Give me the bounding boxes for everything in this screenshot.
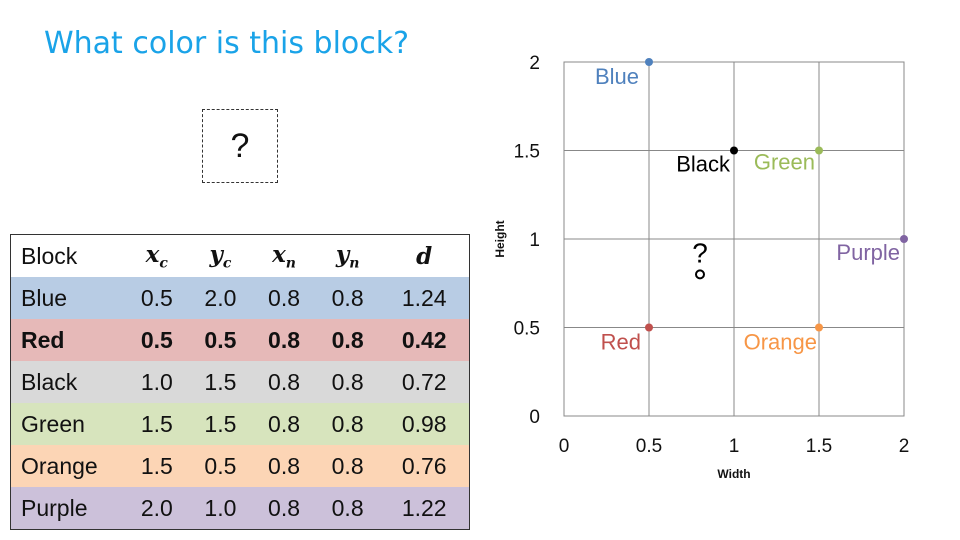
table-cell-yc: 0.5	[204, 452, 237, 479]
data-point	[730, 146, 738, 155]
data-point	[900, 235, 908, 243]
x-axis-label: Width	[717, 467, 750, 481]
table-row: Red 0.5 0.5 0.8 0.8 0.42	[10, 319, 470, 361]
table-cell-d: 1.22	[401, 494, 447, 521]
table-header-cell: yn	[315, 234, 380, 277]
data-point	[645, 323, 653, 332]
point-label: Black	[676, 152, 731, 177]
table-row: Green 1.5 1.5 0.8 0.8 0.98	[10, 403, 470, 445]
table-cell-yn: 0.8	[331, 452, 364, 479]
table-header-row: Block xc yc xn yn d	[10, 234, 470, 277]
table-header-cell: xc	[125, 234, 189, 277]
header-subscript: n	[349, 255, 360, 272]
y-tick-label: 1.5	[514, 142, 540, 163]
unknown-block-label: ?	[230, 126, 250, 165]
distance-table: Block xc yc xn yn d Blue 0.5 2.0 0.8 0.8 1.24 Red 0.…	[10, 234, 470, 530]
table-body: Blue 0.5 2.0 0.8 0.8 1.24 Red 0.5 0.5 0.8 0.8 0.42 B…	[10, 277, 470, 530]
table-cell-yn: 0.8	[331, 284, 364, 311]
table-cell-block: Black	[21, 368, 78, 395]
table-cell-d: 0.42	[401, 326, 447, 353]
table-cell-xc: 0.5	[140, 284, 173, 311]
table-cell-d: 0.76	[401, 452, 447, 479]
table-header-cell: Block	[10, 234, 125, 277]
table-cell-yn: 0.8	[331, 368, 364, 395]
header-subscript: c	[159, 255, 168, 272]
data-point	[645, 58, 653, 66]
table-cell-block: Blue	[21, 284, 68, 311]
table-cell-block: Red	[21, 326, 65, 353]
table-cell-xn: 0.8	[268, 452, 301, 479]
table-header-cell: d	[379, 234, 470, 277]
table-cell-xn: 0.8	[268, 494, 301, 521]
table-cell-xc: 1.5	[140, 452, 173, 479]
header-text: y	[209, 240, 223, 268]
header-text: y	[335, 240, 350, 268]
header-text: Block	[21, 242, 78, 269]
y-tick-label: 2	[529, 53, 540, 74]
table-cell-xn: 0.8	[268, 368, 301, 395]
table-header-cell: xn	[252, 234, 316, 277]
table-row: Blue 0.5 2.0 0.8 0.8 1.24	[10, 277, 470, 319]
table-cell-d: 1.24	[401, 284, 447, 311]
table-cell-yc: 1.5	[204, 368, 237, 395]
table-cell-xc: 1.0	[140, 368, 173, 395]
table-cell-xc: 0.5	[140, 326, 173, 353]
table-cell-xn: 0.8	[268, 284, 301, 311]
table-cell-yc: 1.0	[204, 494, 237, 521]
query-point-label: ?	[692, 237, 708, 268]
table-cell-d: 0.72	[401, 368, 447, 395]
table-cell-yc: 1.5	[204, 410, 237, 437]
scatter-chart: 0 0.5 1 1.5 2 0 0.5 1 1.5 2 Width Height Blue Black Gr…	[493, 53, 910, 481]
x-tick-label: 2	[899, 436, 910, 457]
point-label: Orange	[744, 330, 817, 355]
data-point	[815, 146, 823, 155]
table-cell-yn: 0.8	[331, 494, 364, 521]
x-tick-label: 1	[729, 436, 740, 457]
x-tick-label: 0.5	[636, 436, 662, 457]
table-row: Orange 1.5 0.5 0.8 0.8 0.76	[10, 445, 470, 487]
point-label: Purple	[836, 240, 900, 265]
table-cell-yc: 0.5	[204, 326, 237, 353]
table-header-cell: yc	[188, 234, 253, 277]
y-tick-label: 0	[529, 407, 540, 428]
table-cell-block: Orange	[21, 452, 98, 479]
table-cell-yn: 0.8	[331, 326, 364, 353]
table-row: Black 1.0 1.5 0.8 0.8 0.72	[10, 361, 470, 403]
table-cell-yn: 0.8	[331, 410, 364, 437]
table-cell-xn: 0.8	[268, 326, 301, 353]
table-cell-block: Purple	[21, 494, 88, 521]
y-axis-label: Height	[493, 220, 507, 257]
header-subscript: n	[285, 255, 296, 272]
x-tick-label: 0	[559, 436, 570, 457]
table-cell-xc: 2.0	[140, 494, 173, 521]
header-subscript: c	[222, 255, 232, 272]
table-cell-xc: 1.5	[140, 410, 173, 437]
point-label: Green	[754, 150, 815, 175]
page-title: What color is this block?	[44, 26, 410, 61]
table-cell-d: 0.98	[401, 410, 447, 437]
query-point	[695, 269, 705, 280]
x-tick-label: 1.5	[806, 436, 832, 457]
table-cell-yc: 2.0	[204, 284, 237, 311]
unknown-block: ?	[202, 109, 278, 183]
data-point	[815, 323, 823, 332]
point-label: Red	[601, 330, 641, 355]
header-text: x	[272, 240, 286, 268]
table-cell-block: Green	[21, 410, 85, 437]
table-cell-xn: 0.8	[268, 410, 301, 437]
header-text: d	[416, 242, 433, 270]
header-text: x	[145, 240, 160, 268]
y-tick-label: 0.5	[514, 319, 540, 340]
y-tick-label: 1	[529, 230, 540, 251]
table-row: Purple 2.0 1.0 0.8 0.8 1.22	[10, 487, 470, 530]
point-label: Blue	[595, 64, 639, 89]
